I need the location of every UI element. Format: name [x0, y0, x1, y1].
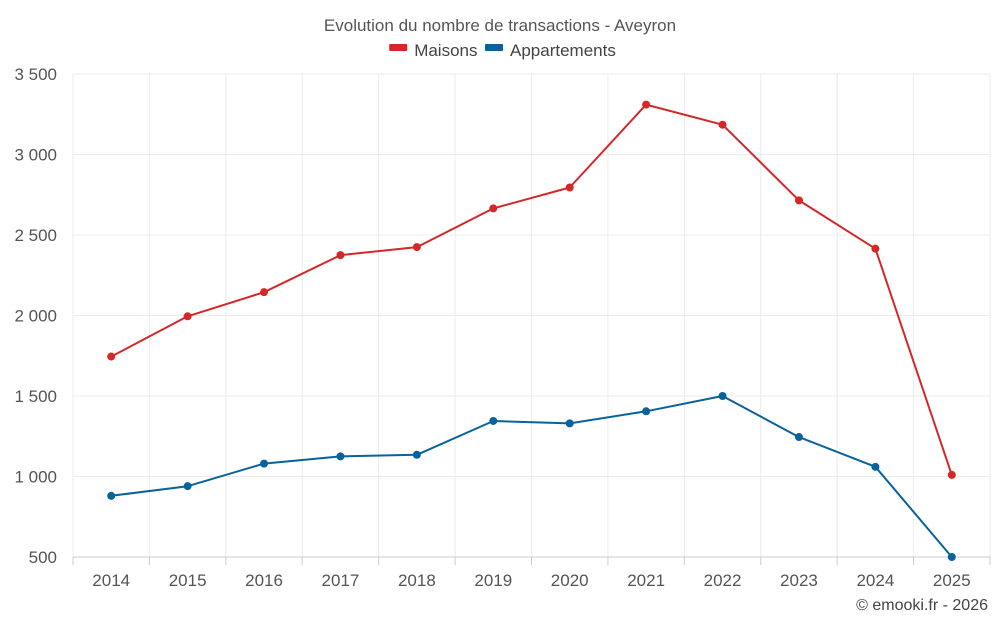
- series-maisons: [107, 100, 956, 479]
- data-point[interactable]: [260, 459, 269, 468]
- data-point[interactable]: [794, 196, 803, 205]
- axes: 500 1 000 1 500 2 000 2 500 3 000 3 500 2014 201…: [14, 65, 991, 590]
- legend-swatch: [485, 44, 503, 51]
- data-point[interactable]: [336, 452, 345, 461]
- data-point[interactable]: [871, 462, 880, 471]
- data-point[interactable]: [947, 553, 956, 561]
- y-tick-label: 1 500: [14, 387, 57, 406]
- data-point[interactable]: [947, 470, 956, 479]
- x-tick-label: 2023: [780, 571, 818, 590]
- x-tick-label: 2024: [856, 571, 894, 590]
- data-point[interactable]: [642, 407, 651, 416]
- data-point[interactable]: [183, 482, 192, 491]
- data-point[interactable]: [489, 204, 498, 213]
- credit-text: © emooki.fr - 2026: [856, 597, 988, 614]
- legend: Maisons Appartements: [389, 41, 616, 60]
- data-point[interactable]: [642, 100, 651, 109]
- data-point[interactable]: [107, 491, 116, 500]
- chart-title: Evolution du nombre de transactions - Av…: [324, 16, 676, 35]
- series-line: [110, 103, 953, 476]
- x-tick-label: 2019: [474, 571, 512, 590]
- data-point[interactable]: [183, 312, 192, 321]
- y-tick-label: 2 500: [14, 226, 57, 245]
- x-tick-label: 2025: [933, 571, 971, 590]
- series-group: [107, 100, 956, 561]
- y-tick-label: 3 500: [14, 65, 57, 84]
- x-tick-label: 2016: [245, 571, 283, 590]
- x-tick-label: 2022: [704, 571, 742, 590]
- x-tick-label: 2018: [398, 571, 436, 590]
- legend-item-appartements[interactable]: Appartements: [485, 41, 616, 60]
- data-point[interactable]: [336, 251, 345, 260]
- y-tick-label: 1 000: [14, 468, 57, 487]
- y-tick-label: 500: [29, 548, 57, 567]
- series-appartements: [107, 392, 956, 561]
- data-point[interactable]: [718, 120, 727, 129]
- data-point[interactable]: [260, 288, 269, 297]
- x-tick-label: 2020: [551, 571, 589, 590]
- data-point[interactable]: [565, 419, 574, 428]
- y-tick-label: 3 000: [14, 146, 57, 165]
- x-tick-label: 2014: [92, 571, 130, 590]
- data-point[interactable]: [412, 243, 421, 252]
- data-point[interactable]: [489, 416, 498, 425]
- data-point[interactable]: [107, 352, 116, 361]
- grid: [72, 73, 991, 557]
- data-point[interactable]: [565, 183, 574, 192]
- data-point[interactable]: [871, 244, 880, 253]
- legend-label: Maisons: [414, 41, 477, 60]
- y-tick-label: 2 000: [14, 307, 57, 326]
- x-tick-label: 2021: [627, 571, 665, 590]
- data-point[interactable]: [412, 450, 421, 459]
- x-tick-label: 2017: [322, 571, 360, 590]
- legend-label: Appartements: [510, 41, 616, 60]
- legend-swatch: [389, 44, 408, 51]
- x-tick-label: 2015: [169, 571, 207, 590]
- data-point[interactable]: [794, 433, 803, 442]
- legend-item-maisons[interactable]: Maisons: [389, 41, 478, 60]
- series-line: [111, 395, 953, 558]
- data-point[interactable]: [718, 392, 727, 400]
